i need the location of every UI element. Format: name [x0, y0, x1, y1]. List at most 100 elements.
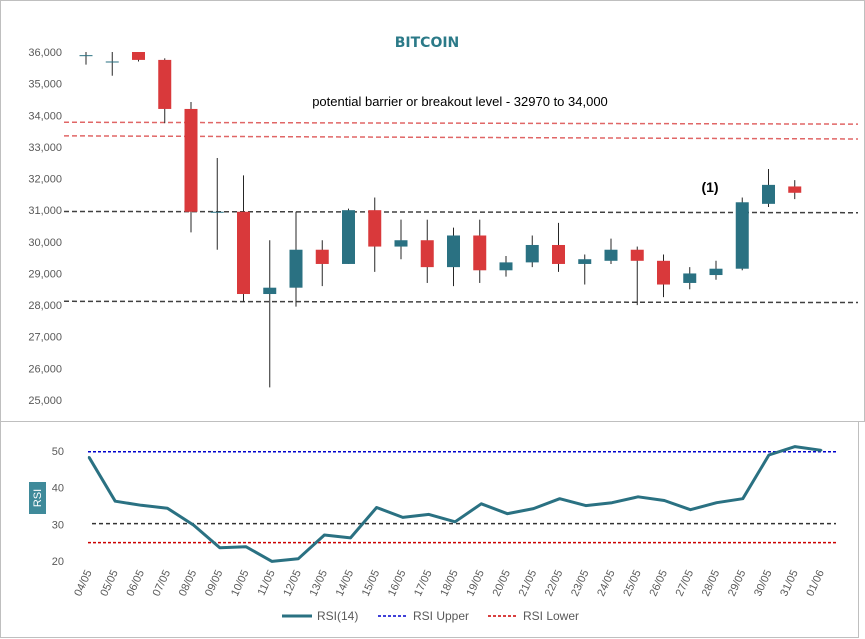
candle-body: [79, 55, 93, 57]
chart-title: BITCOIN: [395, 35, 460, 51]
legend-label-rsi-upper: RSI Upper: [413, 609, 469, 623]
rsi-y-tick-label: 40: [52, 483, 64, 495]
price-axis: 25,000 26,000 27,000 28,000 29,000 30,000 31,0…: [28, 47, 62, 407]
rsi-y-tick-label: 50: [52, 446, 64, 458]
candle-body: [289, 249, 303, 288]
legend: RSI(14) RSI Upper RSI Lower: [282, 609, 579, 623]
candle-body: [394, 240, 408, 247]
price-y-tick-label: 28,000: [28, 300, 62, 312]
candle-body: [735, 202, 749, 269]
rsi-point: [480, 502, 483, 505]
candle: [394, 219, 408, 260]
rsi-panel-frame: [0, 421, 859, 638]
candle-body: [683, 273, 697, 283]
candle-body: [604, 249, 618, 261]
rsi-point: [532, 507, 535, 510]
candle: [210, 157, 224, 250]
candle: [525, 235, 539, 268]
candle: [368, 197, 382, 272]
rsi-point: [192, 523, 195, 527]
candle-body: [132, 52, 145, 60]
candle-body: [263, 287, 277, 295]
candle-body: [237, 211, 250, 295]
price-y-tick-label: 34,000: [28, 110, 62, 122]
candle: [604, 238, 618, 264]
candle: [473, 219, 487, 283]
rsi-y-tick-label: 20: [52, 556, 64, 568]
price-y-tick-label: 27,000: [28, 332, 62, 344]
candle: [447, 227, 460, 287]
rsi-reference-lines: [88, 450, 836, 544]
rsi-point: [820, 449, 823, 452]
candle: [158, 58, 172, 124]
candle: [578, 254, 592, 285]
rsi-axis-label: RSI: [32, 489, 44, 507]
candle: [289, 211, 303, 307]
candle: [79, 52, 93, 65]
candle-body: [184, 108, 198, 212]
rsi-axis-label-bg: [29, 482, 46, 514]
price-y-tick-label: 25,000: [28, 395, 62, 407]
candle-body: [315, 249, 329, 264]
candle-body: [447, 235, 460, 268]
rsi-point: [767, 453, 771, 457]
rsi-point: [610, 501, 614, 504]
candle: [263, 240, 277, 388]
candle-body: [709, 268, 723, 276]
candle: [315, 240, 329, 287]
legend-label-rsi: RSI(14): [317, 609, 358, 623]
rsi-point: [793, 445, 797, 448]
barrier-annotation: potential barrier or breakout level - 32…: [312, 94, 608, 109]
candle: [630, 246, 644, 306]
candle: [735, 197, 749, 271]
rsi-point: [349, 536, 352, 540]
rsi-point: [270, 560, 274, 563]
candle: [132, 52, 145, 62]
rsi-series: [87, 445, 823, 563]
rsi-point: [506, 512, 509, 515]
candle-body: [342, 210, 355, 264]
rsi-point: [427, 513, 431, 516]
candle-body: [499, 262, 513, 271]
candle: [105, 52, 119, 76]
price-y-tick-label: 35,000: [28, 79, 62, 91]
rsi-point: [87, 456, 91, 459]
candle: [762, 169, 775, 208]
candle: [184, 101, 198, 233]
price-y-tick-label: 26,000: [28, 363, 62, 375]
candle: [420, 219, 434, 283]
candle: [709, 260, 723, 280]
rsi-point: [663, 499, 666, 502]
rsi-point: [140, 504, 143, 507]
candle-body: [552, 244, 565, 264]
candlestick-series: [79, 52, 802, 388]
candle-body: [657, 260, 670, 285]
rsi-point: [741, 497, 744, 500]
candle-body: [578, 259, 592, 264]
rsi-point: [453, 520, 457, 523]
rsi-point: [218, 546, 221, 549]
rsi-point: [558, 497, 561, 500]
price-y-tick-label: 32,000: [28, 174, 62, 186]
price-y-tick-label: 31,000: [28, 205, 62, 217]
rsi-point: [166, 507, 169, 510]
candle: [237, 175, 250, 302]
candle: [788, 180, 802, 200]
rsi-point: [715, 501, 718, 504]
candle-body: [473, 235, 487, 271]
rsi-point: [113, 500, 117, 503]
price-y-tick-label: 33,000: [28, 142, 62, 154]
rsi-point: [375, 506, 378, 509]
legend-label-rsi-lower: RSI Lower: [523, 609, 579, 623]
price-y-tick-label: 29,000: [28, 268, 62, 280]
candle: [342, 208, 355, 264]
rsi-point: [636, 495, 640, 499]
price-y-tick-label: 30,000: [28, 237, 62, 249]
price-y-tick-label: 36,000: [28, 47, 62, 59]
candle: [657, 254, 670, 298]
candle-body: [788, 186, 802, 193]
reference-line-support: [63, 300, 859, 304]
candle: [552, 222, 565, 272]
